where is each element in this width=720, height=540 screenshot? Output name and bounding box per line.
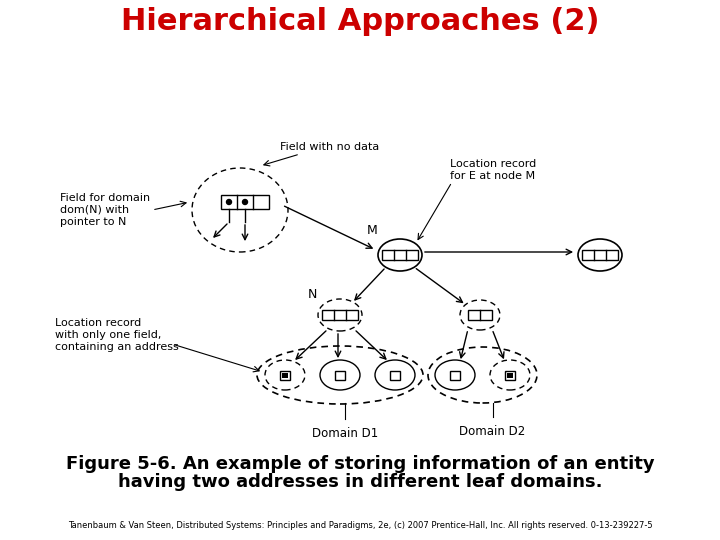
Ellipse shape <box>378 239 422 271</box>
Polygon shape <box>505 370 515 380</box>
Polygon shape <box>390 370 400 380</box>
Text: Location record
for E at node M: Location record for E at node M <box>450 159 536 181</box>
Polygon shape <box>335 370 345 380</box>
Ellipse shape <box>460 300 500 330</box>
Text: N: N <box>307 288 317 301</box>
Polygon shape <box>450 370 460 380</box>
Ellipse shape <box>265 360 305 390</box>
Bar <box>507 373 513 377</box>
Polygon shape <box>582 250 618 260</box>
Polygon shape <box>468 310 492 320</box>
Polygon shape <box>280 370 290 380</box>
Text: Location record
with only one field,
containing an address: Location record with only one field, con… <box>55 319 179 352</box>
Ellipse shape <box>375 360 415 390</box>
Bar <box>282 373 288 377</box>
Ellipse shape <box>318 299 362 331</box>
Text: having two addresses in different leaf domains.: having two addresses in different leaf d… <box>118 473 602 491</box>
Ellipse shape <box>320 360 360 390</box>
Ellipse shape <box>435 360 475 390</box>
Text: Figure 5-6. An example of storing information of an entity: Figure 5-6. An example of storing inform… <box>66 455 654 473</box>
Text: Tanenbaum & Van Steen, Distributed Systems: Principles and Paradigms, 2e, (c) 20: Tanenbaum & Van Steen, Distributed Syste… <box>68 522 652 530</box>
Text: Domain D1: Domain D1 <box>312 427 378 440</box>
Ellipse shape <box>192 168 288 252</box>
Polygon shape <box>221 195 269 209</box>
Text: Field with no data: Field with no data <box>280 142 379 152</box>
Text: Field for domain
dom(N) with
pointer to N: Field for domain dom(N) with pointer to … <box>60 193 150 227</box>
Text: Hierarchical Approaches (2): Hierarchical Approaches (2) <box>121 8 599 37</box>
Circle shape <box>227 199 232 205</box>
Text: Domain D2: Domain D2 <box>459 425 526 438</box>
Polygon shape <box>322 310 358 320</box>
Text: M: M <box>366 224 377 237</box>
Ellipse shape <box>490 360 530 390</box>
Ellipse shape <box>578 239 622 271</box>
Polygon shape <box>382 250 418 260</box>
Circle shape <box>243 199 248 205</box>
